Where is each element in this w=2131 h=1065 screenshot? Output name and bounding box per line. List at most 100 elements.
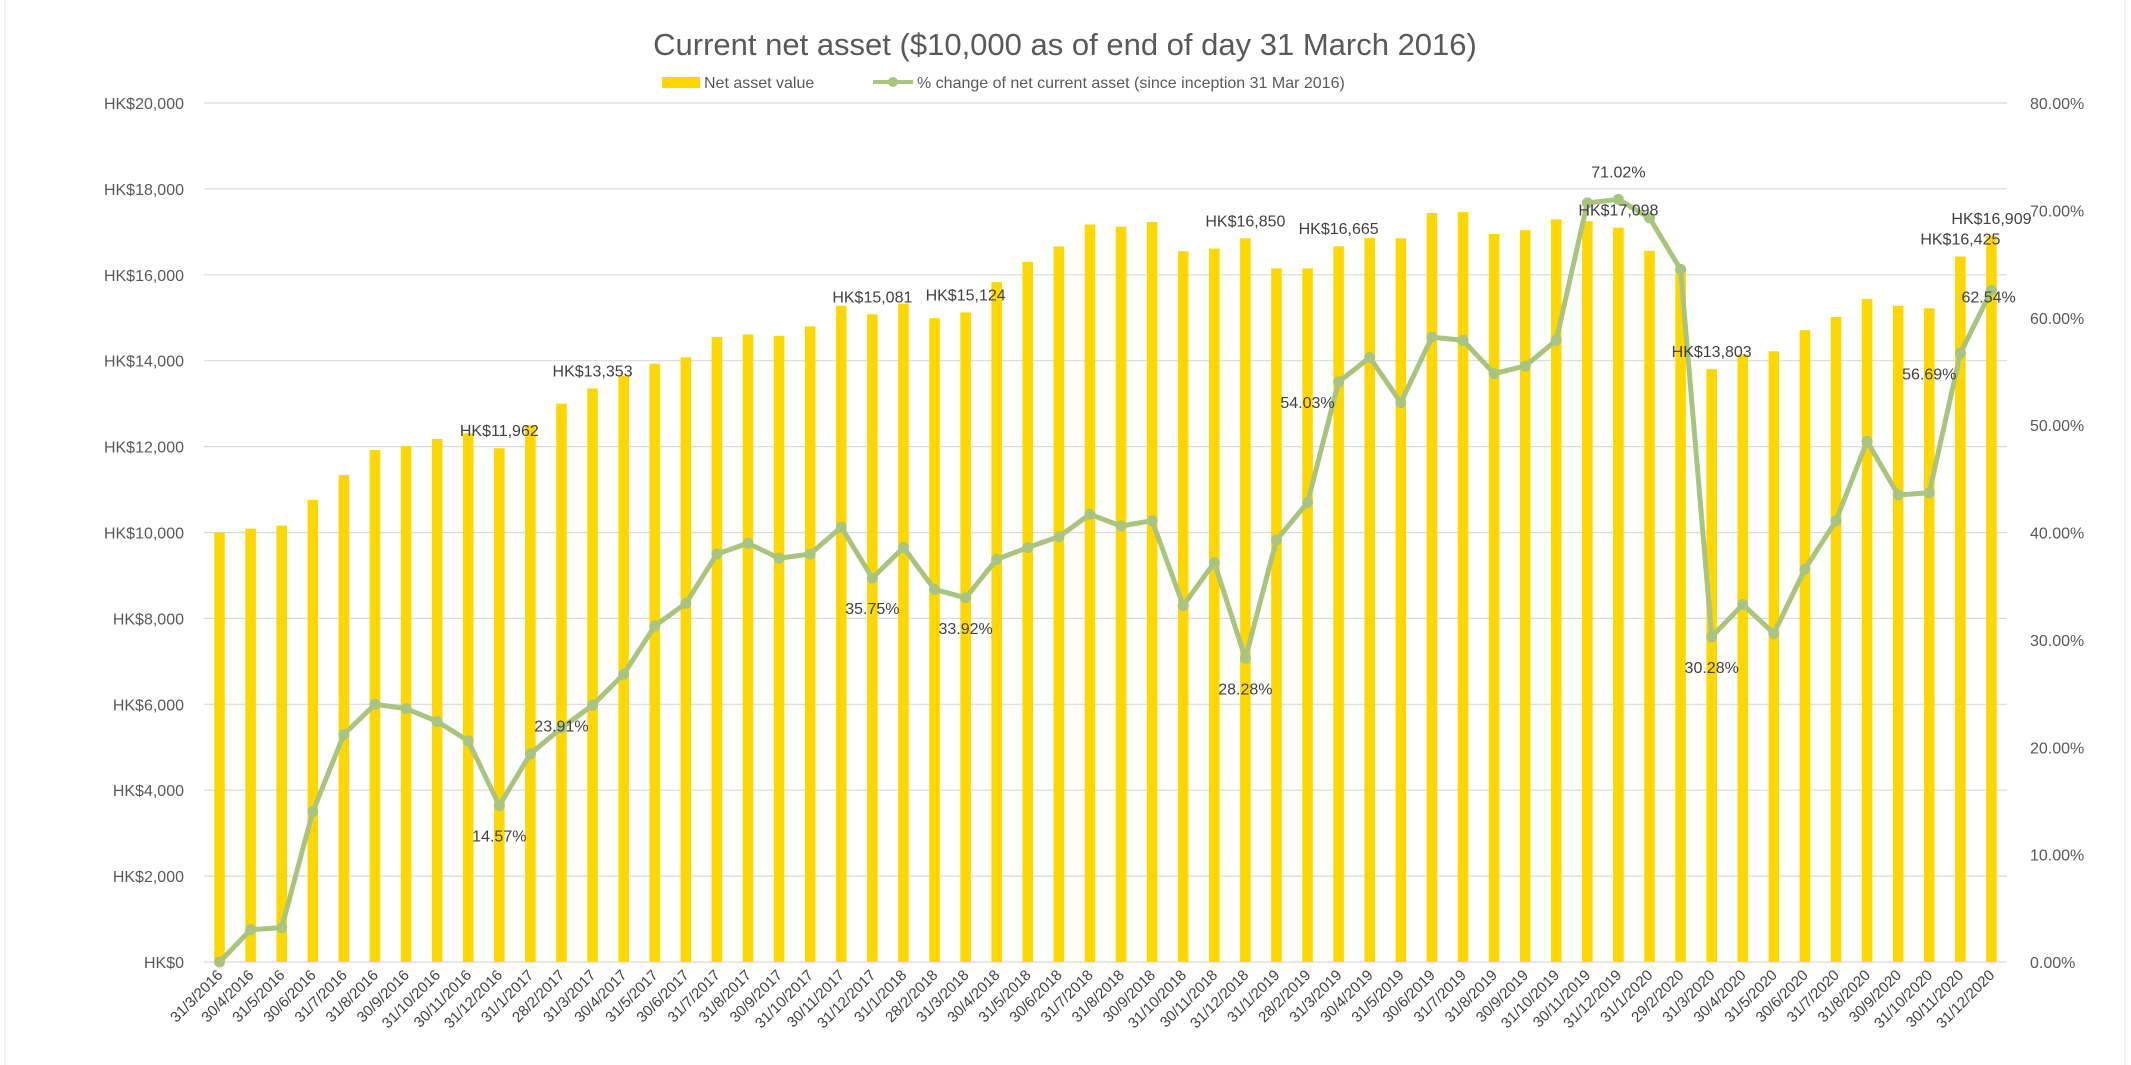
bar-series <box>214 212 1997 963</box>
line-point <box>1146 515 1158 527</box>
legend-line-label: % change of net current asset (since inc… <box>917 75 1345 92</box>
line-data-label: 35.75% <box>845 601 899 618</box>
line-point <box>897 542 909 554</box>
bar-data-label: HK$16,665 <box>1299 221 1379 238</box>
right-axis-tick-label: 50.00% <box>2030 418 2084 435</box>
bar <box>462 433 474 962</box>
bar <box>1053 246 1065 962</box>
bar <box>214 532 225 962</box>
left-axis-tick-label: HK$6,000 <box>113 697 184 714</box>
bar <box>1550 219 1562 962</box>
bar <box>307 499 319 962</box>
bar <box>773 335 785 962</box>
line-data-label: 56.69% <box>1902 366 1956 383</box>
bar <box>649 363 661 962</box>
left-axis-tick-label: HK$16,000 <box>104 268 184 285</box>
line-point <box>835 521 847 533</box>
legend-bar-swatch <box>662 77 700 88</box>
bar <box>1706 369 1717 963</box>
line-point <box>1706 631 1718 643</box>
line-point <box>1302 496 1314 508</box>
bar <box>1146 221 1158 962</box>
bar-data-label: HK$15,081 <box>832 289 912 306</box>
line-data-label: 62.54% <box>1961 289 2015 306</box>
chart-title: Current net asset ($10,000 as of end of … <box>653 27 1477 62</box>
line-point <box>1861 435 1873 447</box>
line-data-label: 54.03% <box>1280 395 1334 412</box>
bar <box>1022 261 1034 962</box>
bar <box>1830 316 1842 962</box>
line-point <box>1737 598 1749 610</box>
bar <box>742 334 754 962</box>
line-point <box>400 703 412 715</box>
bar <box>587 388 598 962</box>
line-data-label: 33.92% <box>938 621 992 638</box>
left-axis-tick-label: HK$14,000 <box>104 354 184 371</box>
line-point <box>1457 334 1469 346</box>
line-point <box>649 620 661 632</box>
bar <box>680 357 692 962</box>
legend[interactable]: Net asset value % change of net current … <box>662 75 1345 92</box>
bar <box>1115 226 1127 963</box>
line-point <box>555 722 567 734</box>
bar <box>431 438 443 962</box>
line-point <box>1208 557 1220 569</box>
bar <box>1302 268 1313 962</box>
bar <box>1271 268 1282 962</box>
bar-data-label: HK$16,425 <box>1920 232 2000 249</box>
bar <box>1955 256 1966 962</box>
line-point <box>587 699 599 711</box>
left-axis-tick-label: HK$20,000 <box>104 96 184 113</box>
bar <box>898 303 909 962</box>
line-point <box>493 800 505 812</box>
line-point <box>773 552 785 564</box>
line-point <box>1333 376 1345 388</box>
line-point <box>866 572 878 584</box>
bar <box>1644 250 1655 963</box>
left-axis-tick-label: HK$2,000 <box>113 869 184 886</box>
x-axis-ticks: 31/3/201630/4/201631/5/201630/6/201631/7… <box>167 967 1998 1032</box>
bar <box>338 474 350 962</box>
line-point <box>1675 263 1687 275</box>
line-point <box>1022 542 1034 554</box>
bar <box>1892 305 1904 962</box>
line-data-label: 14.57% <box>472 829 526 846</box>
right-axis-tick-label: 60.00% <box>2030 311 2084 328</box>
line-point <box>804 548 816 560</box>
bar <box>804 326 816 963</box>
line-point <box>1644 212 1656 224</box>
line-point <box>1270 534 1282 546</box>
left-axis-tick-label: HK$0 <box>144 955 184 972</box>
bar-data-label: HK$13,353 <box>553 363 633 380</box>
line-point <box>1799 563 1811 575</box>
bar-data-label: HK$13,803 <box>1672 344 1752 361</box>
line-series <box>214 193 1997 968</box>
line-point <box>680 597 692 609</box>
right-axis-tick-label: 70.00% <box>2030 203 2084 220</box>
line-point <box>214 956 226 968</box>
line-point <box>1426 331 1438 343</box>
bar-data-label: HK$11,962 <box>460 423 539 440</box>
bar <box>1519 230 1531 962</box>
line-point <box>929 583 941 595</box>
line-data-label: 71.02% <box>1591 164 1645 181</box>
bar-data-label: HK$16,850 <box>1205 213 1285 230</box>
left-axis-tick-label: HK$18,000 <box>104 182 184 199</box>
line-data-label: 28.28% <box>1218 681 1272 698</box>
left-axis-tick-label: HK$12,000 <box>104 440 184 457</box>
legend-line-marker <box>888 77 898 87</box>
bar <box>711 337 723 962</box>
bar <box>556 403 567 962</box>
line-point <box>742 537 754 549</box>
line-point <box>1892 489 1904 501</box>
right-axis-ticks: 0.00% 10.00% 20.00% 30.00% 40.00% 50.00% 60.00… <box>2030 96 2084 972</box>
line-point <box>991 553 1003 565</box>
line-point <box>1364 351 1376 363</box>
line-point <box>1519 360 1531 372</box>
bar <box>1923 308 1935 962</box>
line-point <box>276 922 288 934</box>
bar <box>1675 268 1686 962</box>
line-point <box>618 668 630 680</box>
bar-data-label: HK$15,124 <box>926 287 1006 304</box>
line-point <box>1084 508 1096 520</box>
